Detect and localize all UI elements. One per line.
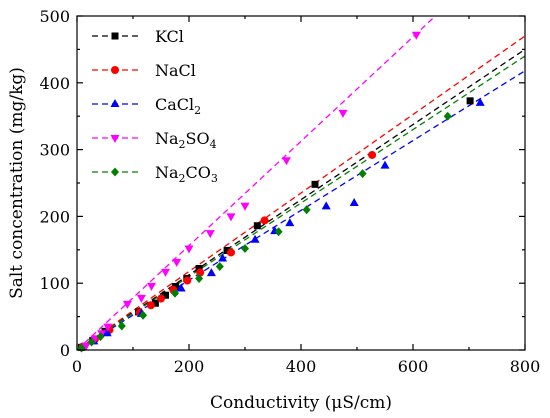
na2co3-point: [241, 243, 249, 253]
legend-label-na2co3: Na2CO3: [155, 163, 218, 185]
na2co3-point: [139, 310, 148, 320]
cacl2-fit-line: [77, 70, 525, 350]
cacl2-point: [102, 328, 112, 337]
na2co3-point: [171, 288, 179, 298]
na2so4-point: [146, 282, 156, 291]
legend-marker-na2co3: [111, 167, 119, 177]
fit-lines: [77, 16, 525, 350]
x-axis-title: Conductivity (μS/cm): [210, 393, 392, 413]
kcl-point: [151, 299, 159, 307]
kcl-point: [161, 291, 169, 299]
y-tick-label: 100: [39, 274, 70, 293]
nacl-point: [157, 294, 165, 303]
legend-marker-nacl: [111, 66, 119, 74]
y-tick-label: 300: [39, 141, 70, 160]
x-tick-label: 600: [398, 357, 429, 376]
cacl2-point: [475, 97, 485, 106]
cacl2-point: [321, 201, 331, 210]
na2so4-point: [411, 31, 421, 40]
legend-marker-na2so4: [110, 135, 120, 143]
na2so4-point: [281, 157, 291, 166]
nacl-point: [227, 248, 235, 257]
cacl2-point: [206, 268, 216, 277]
nacl-point: [260, 216, 269, 225]
nacl-point: [146, 301, 155, 310]
kcl-point: [466, 97, 474, 105]
na2co3-point: [195, 274, 204, 284]
axis-ticks: [76, 15, 526, 351]
na2co3-point: [87, 337, 96, 347]
cacl2-point: [285, 218, 295, 227]
cacl2-point: [380, 160, 390, 169]
cacl2-point: [218, 253, 228, 262]
kcl-point: [253, 222, 261, 230]
na2co3-point: [302, 205, 311, 215]
na2so4-point: [172, 258, 182, 267]
na2co3-point: [358, 169, 367, 179]
cacl2-point: [349, 198, 359, 207]
kcl-point: [223, 246, 231, 254]
kcl-fit-line: [77, 48, 525, 350]
na2so4-point: [338, 109, 348, 118]
na2so4-point: [81, 342, 91, 351]
na2so4-point: [160, 268, 170, 277]
y-tick-label: 200: [39, 207, 70, 226]
cacl2-point: [176, 283, 186, 292]
legend: KCl NaCl CaCl2 Na2SO4 Na2CO3: [92, 27, 218, 185]
kcl-point: [195, 265, 203, 273]
na2so4-fit-line: [77, 16, 436, 350]
y-tick-label: 400: [39, 74, 70, 93]
kcl-point: [172, 283, 180, 291]
na2so4-point: [184, 245, 194, 254]
y-tick-label: 500: [39, 7, 70, 26]
nacl-point: [368, 150, 377, 159]
legend-label-kcl: KCl: [155, 27, 184, 46]
na2so4-point: [90, 335, 100, 344]
plot-frame: [76, 15, 526, 351]
y-tick-label: 0: [60, 341, 70, 360]
legend-label-nacl: NaCl: [155, 61, 196, 80]
legend-marker-kcl: [111, 32, 119, 40]
na2so4-point: [226, 213, 236, 222]
x-tick-label: 200: [174, 357, 205, 376]
x-tick-label: 0: [72, 357, 82, 376]
kcl-point: [311, 180, 319, 188]
na2so4-point: [136, 294, 146, 303]
na2so4-point: [122, 300, 132, 309]
na2co3-point: [215, 262, 224, 271]
nacl-point: [196, 268, 205, 277]
legend-label-cacl2: CaCl2: [155, 95, 201, 117]
na2so4-point: [240, 202, 250, 211]
legend-label-na2so4: Na2SO4: [155, 129, 217, 151]
x-tick-label: 800: [510, 357, 541, 376]
nacl-point: [183, 276, 192, 285]
na2so4-point: [205, 230, 215, 239]
na2co3-fit-line: [77, 55, 525, 350]
na2co3-point: [96, 332, 105, 342]
legend-marker-cacl2: [110, 99, 120, 107]
nacl-fit-line: [77, 35, 525, 350]
na2co3-point: [274, 227, 283, 237]
x-tick-label: 400: [286, 357, 317, 376]
tick-labels: 0 200 400 600 800 0 100 200 300 400 500: [39, 7, 540, 376]
y-axis-title: Salt concentration (mg/kg): [7, 67, 27, 299]
na2co3-point: [443, 111, 452, 121]
na2so4-point: [103, 323, 113, 332]
data-markers: [77, 31, 485, 353]
cacl2-point: [250, 234, 260, 243]
na2co3-point: [117, 321, 126, 331]
